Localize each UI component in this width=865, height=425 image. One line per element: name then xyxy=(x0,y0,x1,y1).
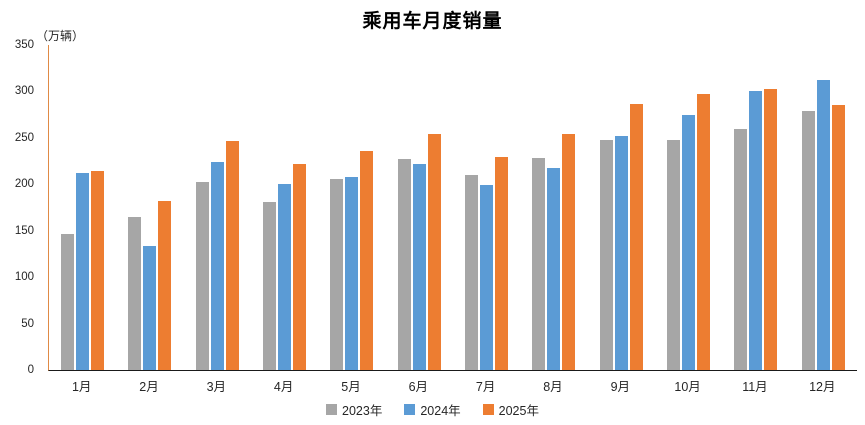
bar-group xyxy=(128,45,172,370)
bar-group xyxy=(330,45,374,370)
y-tick-label: 0 xyxy=(27,364,34,376)
bar-2025年 xyxy=(91,171,105,370)
bar-2024年 xyxy=(816,80,830,370)
bar-2025年 xyxy=(697,94,711,370)
bar-2023年 xyxy=(61,233,75,370)
x-tick-label: 8月 xyxy=(543,380,563,394)
y-tick-label: 250 xyxy=(14,131,34,144)
legend-label: 2024年 xyxy=(420,404,461,418)
x-tick-label: 11月 xyxy=(742,380,768,394)
bar-2023年 xyxy=(263,201,277,370)
legend-label: 2023年 xyxy=(342,404,383,418)
bar-group xyxy=(195,45,239,370)
y-tick-label: 350 xyxy=(14,39,34,51)
bar-2025年 xyxy=(158,201,172,370)
bar-2023年 xyxy=(599,139,613,370)
legend-swatch xyxy=(482,404,494,415)
x-tick-label: 7月 xyxy=(475,380,496,394)
legend-swatch xyxy=(404,404,416,415)
bar-group xyxy=(397,45,441,370)
bar-2024年 xyxy=(143,245,157,370)
x-tick-label: 12月 xyxy=(809,380,836,394)
plot-area xyxy=(48,45,857,371)
bar-2024年 xyxy=(278,184,292,370)
bar-2023年 xyxy=(195,182,209,370)
bar-2023年 xyxy=(734,128,748,370)
bar-2023年 xyxy=(801,110,815,370)
y-tick-label: 150 xyxy=(14,224,34,237)
bar-group xyxy=(599,45,643,370)
bar-2024年 xyxy=(547,167,561,370)
bar-2024年 xyxy=(412,163,426,370)
legend-label: 2025年 xyxy=(498,404,539,418)
legend-item-2025年: 2025年 xyxy=(482,400,539,419)
y-tick-label: 100 xyxy=(14,271,34,284)
bar-2023年 xyxy=(532,158,546,370)
x-tick-label: 1月 xyxy=(71,380,92,394)
bar-2024年 xyxy=(749,91,763,370)
bar-group xyxy=(734,45,778,370)
bar-2025年 xyxy=(831,105,845,370)
chart-title: 乘用车月度销量 xyxy=(362,11,503,32)
bar-group xyxy=(532,45,576,370)
y-axis-ticks: 0 50 100 150 200 250 300 350 xyxy=(0,39,42,376)
x-tick-label: 5月 xyxy=(341,380,361,394)
bar-2024年 xyxy=(210,162,224,370)
bar-group xyxy=(263,45,307,370)
bar-2025年 xyxy=(629,103,643,370)
y-tick-label: 50 xyxy=(21,317,34,330)
legend: 2023年 2024年 2025年 xyxy=(0,400,865,419)
bar-2024年 xyxy=(614,136,628,370)
legend-item-2024年: 2024年 xyxy=(404,400,461,419)
x-tick-label: 3月 xyxy=(206,380,227,394)
x-tick-label: 4月 xyxy=(273,380,294,394)
bar-2025年 xyxy=(562,134,576,370)
x-tick-label: 6月 xyxy=(408,380,429,394)
legend-swatch xyxy=(326,404,338,415)
bar-group xyxy=(667,45,711,370)
y-tick-label: 300 xyxy=(14,85,34,98)
bar-2025年 xyxy=(360,150,374,370)
x-axis-labels: 1月 2月 3月 4月 5月 6月 7月 8月 9月 10月 11月 12月 xyxy=(48,376,856,395)
x-tick-label: 2月 xyxy=(139,380,159,394)
bar-2025年 xyxy=(495,157,509,370)
bar-2024年 xyxy=(76,173,90,370)
bar-2025年 xyxy=(293,163,307,370)
bar-2023年 xyxy=(465,175,479,370)
bar-2023年 xyxy=(128,216,142,370)
bar-2023年 xyxy=(397,159,411,370)
bar-2024年 xyxy=(480,185,494,370)
x-tick-label: 9月 xyxy=(610,380,631,394)
bar-2023年 xyxy=(667,139,681,370)
bar-2023年 xyxy=(330,178,344,370)
bar-group xyxy=(61,45,105,370)
bar-2024年 xyxy=(345,176,359,370)
bar-2024年 xyxy=(682,114,696,370)
y-axis-unit-label: （万辆） xyxy=(36,29,85,43)
bar-2025年 xyxy=(225,140,239,370)
bar-group xyxy=(801,45,845,370)
legend-item-2023年: 2023年 xyxy=(326,400,382,419)
bar-2025年 xyxy=(427,134,441,370)
bar-group xyxy=(465,45,509,370)
y-tick-label: 200 xyxy=(14,178,34,191)
x-tick-label: 10月 xyxy=(674,380,701,394)
bar-2025年 xyxy=(764,88,778,370)
